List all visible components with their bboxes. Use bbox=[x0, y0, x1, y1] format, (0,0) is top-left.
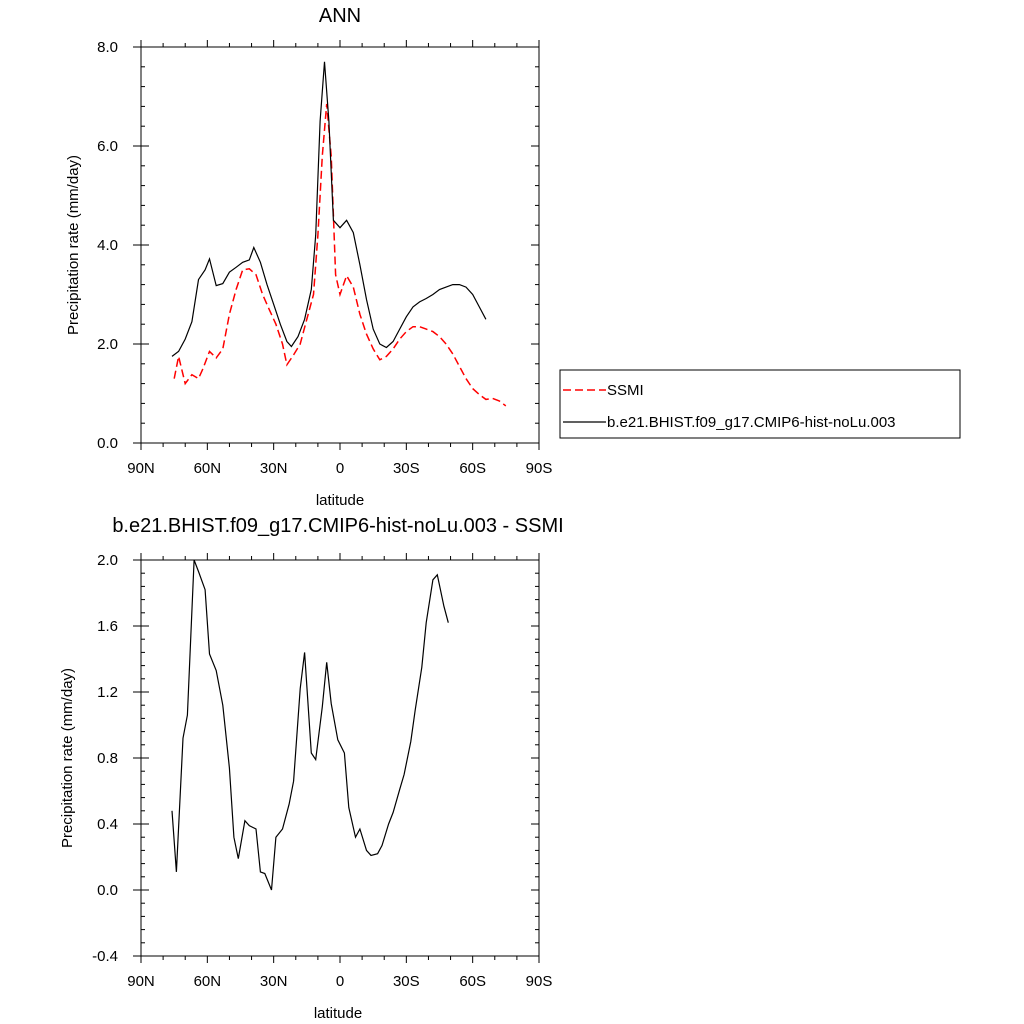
x-tick-label: 0 bbox=[336, 460, 344, 477]
y-tick-label: 0.0 bbox=[97, 882, 118, 899]
x-tick-label: 30S bbox=[393, 973, 420, 990]
x-tick-label: 90N bbox=[127, 973, 155, 990]
y-tick-label: 0.0 bbox=[97, 435, 118, 452]
x-axis-label: latitude bbox=[316, 492, 364, 509]
series-lines bbox=[171, 559, 449, 891]
y-tick-label: 1.6 bbox=[97, 618, 118, 635]
series-lines bbox=[171, 61, 507, 407]
x-tick-label: 30N bbox=[260, 973, 288, 990]
legend-box bbox=[559, 369, 961, 439]
x-tick-label: 90S bbox=[526, 973, 553, 990]
y-tick-labels: -0.4 0.0 0.4 0.8 1.2 1.6 2.0 bbox=[92, 552, 118, 965]
y-tick-label: 8.0 bbox=[97, 39, 118, 56]
x-tick-label: 60N bbox=[194, 973, 222, 990]
y-tick-label: 0.8 bbox=[97, 750, 118, 767]
x-tick-label: 30S bbox=[393, 460, 420, 477]
annual-precip-panel: ANN 0.02.04.06.08.0 90N 60N 30N 0 30S 60S 90S … bbox=[65, 5, 552, 509]
axis-ticks bbox=[133, 553, 540, 963]
chart-title: b.e21.BHIST.f09_g17.CMIP6-hist-noLu.003 … bbox=[112, 515, 563, 537]
x-tick-label: 90S bbox=[526, 460, 553, 477]
y-tick-label: 2.0 bbox=[97, 336, 118, 353]
x-tick-label: 90N bbox=[127, 460, 155, 477]
axis-ticks bbox=[133, 40, 540, 450]
y-axis-label: Precipitation rate (mm/day) bbox=[59, 668, 76, 848]
legend-label-ssmi: SSMI bbox=[607, 382, 644, 399]
y-tick-label: 1.2 bbox=[97, 684, 118, 701]
y-tick-labels: 0.0 2.0 4.0 6.0 8.0 bbox=[97, 39, 118, 452]
y-axis-label: Precipitation rate (mm/day) bbox=[65, 155, 82, 335]
x-tick-label: 60S bbox=[459, 460, 486, 477]
x-tick-labels: 90N 60N 30N 0 30S 60S 90S bbox=[127, 460, 552, 477]
x-tick-label: 30N bbox=[260, 460, 288, 477]
difference-panel: b.e21.BHIST.f09_g17.CMIP6-hist-noLu.003 … bbox=[59, 515, 564, 1022]
series-line-0 bbox=[171, 559, 449, 891]
legend: SSMI b.e21.BHIST.f09_g17.CMIP6-hist-noLu… bbox=[559, 369, 961, 439]
series-line-0 bbox=[173, 103, 507, 407]
x-tick-labels: 90N 60N 30N 0 30S 60S 90S bbox=[127, 973, 552, 990]
y-tick-label: -0.4 bbox=[92, 948, 118, 965]
legend-label-model: b.e21.BHIST.f09_g17.CMIP6-hist-noLu.003 bbox=[607, 414, 896, 431]
chart-title: ANN bbox=[319, 5, 361, 27]
y-tick-label: 4.0 bbox=[97, 237, 118, 254]
x-axis-label: latitude bbox=[314, 1005, 362, 1022]
x-tick-label: 60N bbox=[194, 460, 222, 477]
y-tick-label: 2.0 bbox=[97, 552, 118, 569]
y-tick-label: 0.4 bbox=[97, 816, 118, 833]
plot-frame bbox=[140, 46, 540, 444]
x-tick-label: 60S bbox=[459, 973, 486, 990]
series-line-1 bbox=[171, 61, 487, 357]
plot-frame bbox=[140, 559, 540, 957]
x-tick-label: 0 bbox=[336, 973, 344, 990]
y-tick-label: 6.0 bbox=[97, 138, 118, 155]
